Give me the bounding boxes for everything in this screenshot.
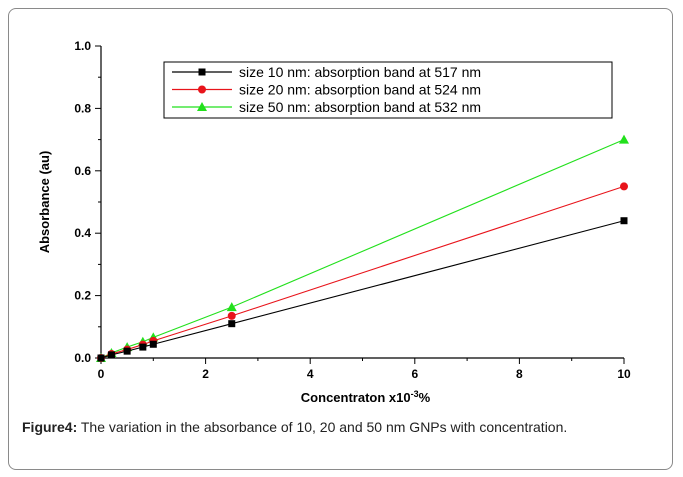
data-point-square [97, 354, 105, 362]
data-point-square [228, 320, 236, 328]
y-tick-label: 0.8 [74, 101, 91, 115]
legend-box [163, 61, 613, 119]
y-tick-label: 0.2 [74, 289, 91, 303]
data-point-triangle [619, 134, 629, 144]
data-point-square [123, 347, 131, 355]
y-axis-label: Absorbance (au) [37, 151, 52, 254]
series-line-square [100, 220, 625, 359]
y-tick-label: 1.0 [74, 39, 91, 53]
y-tick-label: 0.6 [74, 164, 91, 178]
x-tick-label: 6 [411, 367, 418, 381]
data-point-circle [620, 182, 628, 191]
data-point-square [139, 343, 147, 351]
figure-caption: Figure4: The variation in the absorbance… [22, 418, 662, 437]
x-tick-label: 4 [307, 367, 314, 381]
data-point-square [149, 340, 157, 348]
x-tick-label: 0 [98, 367, 105, 381]
data-point-triangle [226, 302, 237, 312]
absorbance-chart: 0 2 4 6 8 10 0.0 0.2 0.4 0.6 0.8 1.0 Concentraton x1… [37, 39, 631, 405]
y-tick-label: 0.0 [74, 351, 91, 365]
x-tick-label: 2 [202, 367, 209, 381]
legend-marker-square [198, 68, 206, 76]
legend-marker-triangle [197, 102, 207, 111]
legend-label: size 10 nm: absorption band at 517 nm [239, 64, 481, 80]
legend-marker-circle [198, 85, 206, 94]
caption-label: Figure4: [22, 419, 78, 435]
caption-text: The variation in the absorbance of 10, 2… [77, 419, 568, 435]
x-axis-label: Concentraton x10-3% [301, 389, 431, 405]
data-point-circle [227, 311, 236, 320]
data-point-square [620, 217, 628, 225]
y-tick-label: 0.4 [74, 226, 91, 240]
legend-label: size 50 nm: absorption band at 532 nm [239, 99, 481, 115]
data-point-square [107, 351, 115, 359]
x-tick-label: 8 [516, 367, 523, 381]
legend-label: size 20 nm: absorption band at 524 nm [239, 82, 481, 98]
series-line-circle [100, 185, 625, 359]
x-tick-label: 10 [617, 367, 631, 381]
series-line-triangle [100, 139, 625, 359]
